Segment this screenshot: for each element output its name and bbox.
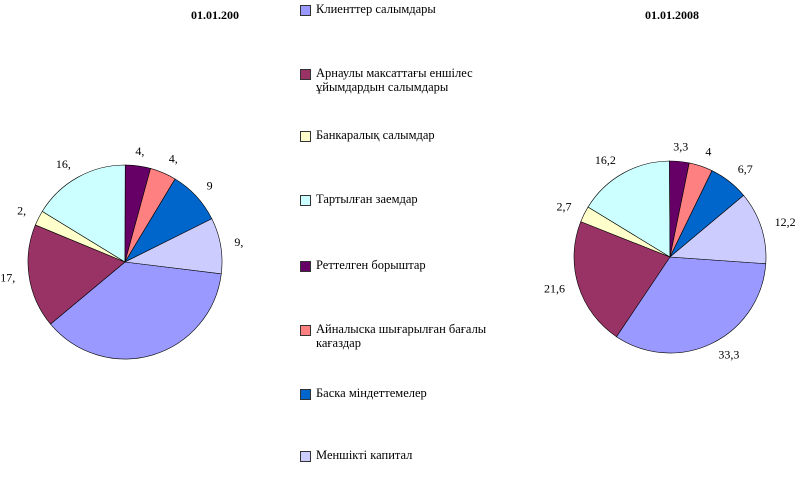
pie-slice [669,194,767,265]
data-label: 2, [17,203,26,217]
pie-slice [41,164,126,263]
legend-item: Меншікті капитал [300,448,490,462]
legend-label: Реттелген борыштар [316,258,426,272]
pie-slice [27,224,126,325]
data-label: 2,7 [557,200,572,214]
legend-label: Клиенттер салымдары [316,2,436,16]
data-label: 16, [56,157,71,171]
data-label: 21,6 [544,281,565,295]
pie-slice [587,160,671,258]
legend-item: Баска міндеттемелер [300,386,490,400]
legend-label: Тартылған заемдар [316,192,418,206]
data-label: 17, [0,270,15,284]
pie-slice [616,256,767,354]
legend-swatch [300,195,311,206]
legend-item: Клиенттер салымдары [300,2,490,16]
pie-slice [50,261,222,360]
legend-label: Банкаралық салымдар [316,128,435,142]
data-label: 12,2 [775,215,796,229]
legend-swatch [300,261,311,272]
legend-label: Арнаулы максаттағы еншілес ұйымдардын са… [316,66,473,94]
chart-title: 01.01.200 [191,8,239,22]
data-label: 4, [169,152,178,166]
chart-title: 01.01.2008 [645,8,699,22]
data-label: 16,2 [595,153,616,167]
legend-swatch [300,5,311,16]
legend-swatch [300,389,311,400]
legend-label: Меншікті капитал [316,448,413,462]
data-label: 6,7 [738,162,753,176]
legend-swatch [300,69,311,80]
legend-item: Айналыска шығарылған бағалы кағаздар [300,322,490,350]
legend-item: Арнаулы максаттағы еншілес ұйымдардын са… [300,66,490,94]
pie-slice [573,221,671,338]
legend-label: Баска міндеттемелер [316,386,427,400]
data-label: 4, [135,144,144,158]
data-label: 9, [234,235,243,249]
data-label: 33,3 [718,348,739,362]
data-label: 9 [207,179,213,193]
legend-item: Тартылған заемдар [300,192,490,206]
data-label: 4 [705,145,711,159]
legend-swatch [300,325,311,336]
legend-swatch [300,451,311,462]
legend-item: Банкаралық салымдар [300,128,490,142]
legend-item: Реттелген борыштар [300,258,490,272]
legend-swatch [300,131,311,142]
legend-label: Айналыска шығарылған бағалы кағаздар [316,322,487,350]
data-label: 3,3 [673,139,688,153]
pie-slice [123,218,223,275]
